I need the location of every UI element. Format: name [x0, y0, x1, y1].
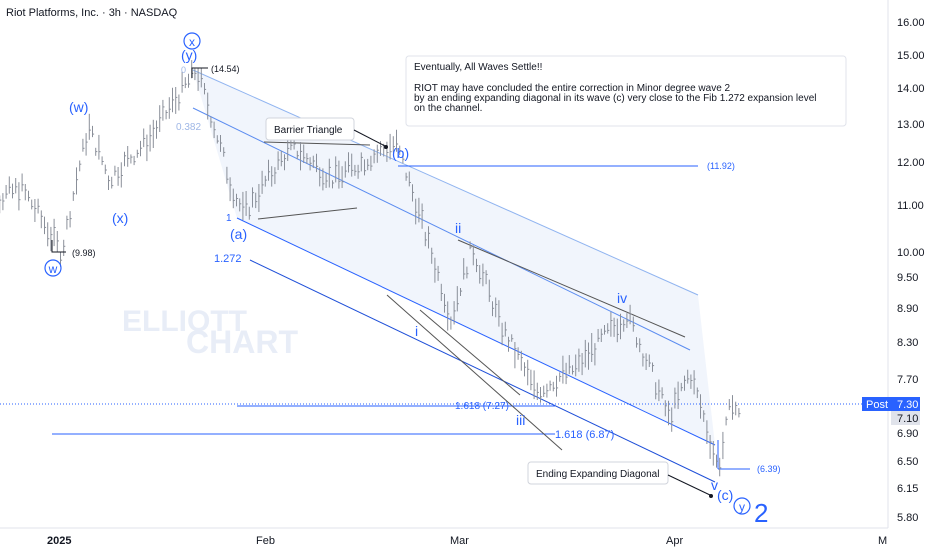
- y-tick-label: 6.15: [897, 483, 918, 495]
- last-tag-value: 7.10: [897, 413, 918, 425]
- y-tick-label: 14.00: [897, 83, 925, 95]
- x-label-m: M: [878, 535, 887, 547]
- wave-b-label: (b): [392, 145, 409, 161]
- annotation-639: (6.39): [757, 464, 781, 474]
- wave-c-label: (c): [717, 487, 733, 503]
- diagonal-upper-line: [457, 239, 686, 338]
- high-bracket: [191, 67, 208, 78]
- chart-title: Riot Platforms, Inc. · 3h · NASDAQ: [6, 7, 178, 19]
- x-label-2025: 2025: [47, 535, 71, 547]
- x-label-feb: Feb: [256, 535, 275, 547]
- wave-y-circled: y: [739, 500, 745, 514]
- low-bracket: [51, 240, 66, 253]
- post-tag-label: Post: [866, 399, 888, 411]
- wave-ii-label: ii: [455, 220, 461, 236]
- watermark-line1: ELLIOTT: [122, 305, 247, 338]
- wave-iii-label: iii: [516, 412, 525, 428]
- x-label-mar: Mar: [450, 535, 469, 547]
- last-price-tag: 7.10: [891, 411, 920, 425]
- time-axis[interactable]: 2025 Feb Mar Apr M: [47, 535, 887, 547]
- post-price-tag: Post 7.30: [862, 397, 920, 411]
- diagonal-inner-line: [419, 309, 521, 396]
- y-tick-label: 7.70: [897, 374, 918, 386]
- y-tick-label: 6.90: [897, 428, 918, 440]
- wave-w-circle: [44, 259, 62, 277]
- ending-diagonal-text: Ending Expanding Diagonal: [536, 469, 659, 480]
- post-tag-value: 7.30: [897, 399, 918, 411]
- channel-fill: [193, 70, 715, 445]
- triangle-top-line: [263, 141, 371, 146]
- channel-upper-line: [192, 69, 699, 296]
- note-line1: RIOT may have concluded the entire corre…: [414, 83, 731, 94]
- wave-iv-label: iv: [617, 290, 627, 306]
- y-tick-label: 6.50: [897, 456, 918, 468]
- watermark-line2: CHART: [186, 324, 298, 360]
- barrier-triangle-text: Barrier Triangle: [274, 125, 343, 136]
- channel-mid-line: [192, 107, 691, 351]
- wave-w-paren: (w): [69, 99, 88, 115]
- fib-1-label: 1: [226, 213, 232, 224]
- fib-1272-label: 1.272: [214, 253, 242, 265]
- y-tick-label: 5.80: [897, 512, 918, 524]
- y-tick-label: 15.00: [897, 50, 925, 62]
- wave-w-circled: w: [48, 262, 58, 276]
- note-line3: on the channel.: [414, 103, 482, 114]
- wave-v-label: v: [711, 477, 718, 493]
- annotation-998: (9.98): [72, 248, 96, 258]
- note-box[interactable]: Eventually, All Waves Settle!! RIOT may …: [405, 55, 847, 127]
- y-tick-label: 8.90: [897, 303, 918, 315]
- wave-x-circled: x: [189, 35, 195, 49]
- note-line2: by an ending expanding diagonal in its w…: [414, 93, 816, 104]
- y-tick-label: 8.30: [897, 337, 918, 349]
- wave-a-label: (a): [230, 226, 247, 242]
- wave-y-circle: [733, 497, 751, 515]
- y-tick-label: 12.00: [897, 157, 925, 169]
- ending-diagonal-callout[interactable]: Ending Expanding Diagonal: [527, 461, 713, 498]
- note-heading: Eventually, All Waves Settle!!: [414, 62, 542, 73]
- y-tick-label: 16.00: [897, 17, 925, 29]
- annotation-1454: (14.54): [211, 64, 240, 74]
- wave-y-paren: (y): [181, 47, 197, 63]
- y-tick-label: 13.00: [897, 119, 925, 131]
- barrier-triangle-callout[interactable]: Barrier Triangle: [265, 117, 388, 149]
- x-label-apr: Apr: [666, 535, 683, 547]
- y-tick-label: 11.00: [897, 200, 924, 212]
- fib-0-label: 0: [181, 65, 186, 75]
- wave-x-circle: [183, 32, 201, 50]
- fib-1618-687-label: 1.618 (6.87): [555, 429, 614, 441]
- fib-0382-label: 0.382: [176, 122, 201, 133]
- y-tick-label: 9.50: [897, 272, 918, 284]
- wave-i-label: i: [415, 323, 418, 339]
- channel-lower-line: [236, 217, 716, 446]
- y-tick-label: 10.00: [897, 247, 925, 259]
- fib-1618-727-label: 1.618 (7.27): [455, 401, 509, 412]
- triangle-bottom-line: [257, 207, 358, 220]
- wave-x-paren: (x): [112, 210, 128, 226]
- diagonal-lower-line: [386, 294, 563, 451]
- fib-1272-line: [249, 259, 716, 483]
- price-axis[interactable]: 16.00 15.00 14.00 13.00 12.00 11.00 10.00 9.50 8…: [897, 17, 925, 524]
- wave-2-label: 2: [754, 498, 768, 528]
- annotation-1192: (11.92): [707, 161, 735, 171]
